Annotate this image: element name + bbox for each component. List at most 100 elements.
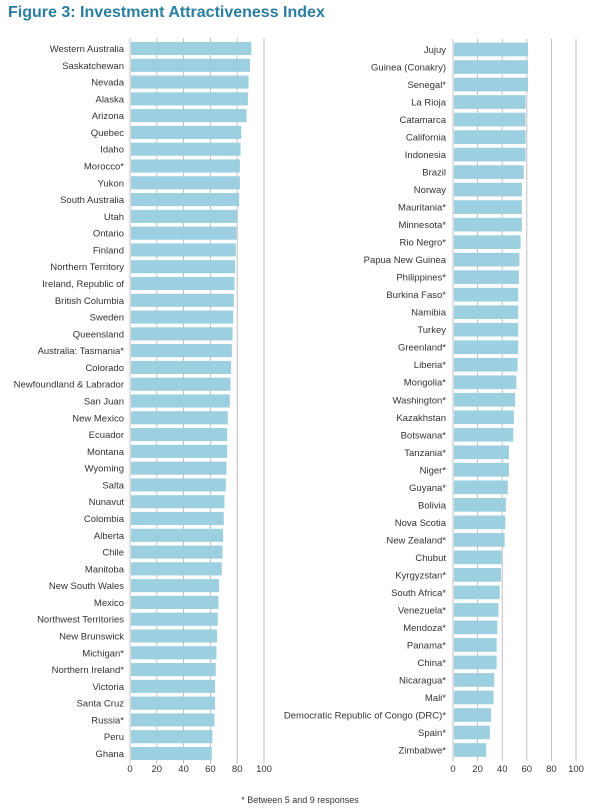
category-label: Guyana* bbox=[409, 483, 446, 494]
bar bbox=[131, 125, 242, 139]
category-label: Brazil bbox=[422, 168, 446, 179]
bar bbox=[131, 595, 219, 609]
bar bbox=[131, 528, 224, 542]
chart-title: Figure 3: Investment Attractiveness Inde… bbox=[8, 4, 325, 21]
bar bbox=[131, 646, 217, 660]
bar bbox=[131, 612, 218, 626]
category-label: Manitoba bbox=[85, 564, 125, 575]
bar bbox=[454, 42, 529, 57]
bar bbox=[131, 327, 233, 341]
tick-label: 80 bbox=[232, 764, 243, 775]
category-label: Sweden bbox=[90, 313, 124, 324]
bar bbox=[131, 478, 226, 492]
bar bbox=[454, 445, 509, 460]
bar bbox=[454, 130, 526, 144]
category-label: San Juan bbox=[84, 397, 124, 408]
category-label: Chubut bbox=[415, 553, 446, 564]
bar bbox=[131, 75, 249, 89]
bar bbox=[454, 357, 518, 372]
tick-label: 0 bbox=[127, 764, 132, 775]
bar bbox=[131, 545, 223, 559]
bar bbox=[131, 746, 212, 761]
tick-label: 80 bbox=[546, 764, 557, 775]
bar bbox=[454, 462, 509, 477]
category-label: Botswana* bbox=[401, 430, 447, 441]
bar bbox=[454, 655, 497, 670]
category-label: Democratic Republic of Congo (DRC)* bbox=[284, 710, 446, 721]
tick-label: 20 bbox=[472, 764, 483, 775]
bar bbox=[131, 193, 240, 207]
category-label: Colorado bbox=[85, 363, 124, 374]
category-label: Australia: Tasmania* bbox=[38, 346, 125, 357]
bar bbox=[131, 243, 236, 257]
bar bbox=[454, 60, 529, 74]
category-label: Nevada bbox=[91, 78, 124, 89]
category-label: Idaho bbox=[100, 145, 124, 156]
bar bbox=[131, 344, 232, 358]
category-label: Kazakhstan bbox=[396, 413, 446, 424]
category-label: Finland bbox=[93, 245, 124, 256]
bar bbox=[454, 147, 526, 162]
category-label: Colombia bbox=[84, 514, 125, 525]
bar bbox=[454, 252, 520, 267]
bar bbox=[454, 235, 521, 249]
bar bbox=[131, 679, 216, 693]
bar bbox=[131, 495, 225, 509]
category-label: Mexico bbox=[94, 598, 124, 609]
bar bbox=[454, 568, 501, 582]
bar bbox=[131, 310, 234, 324]
category-label: Panama* bbox=[407, 640, 446, 651]
category-label: South Africa* bbox=[391, 588, 446, 599]
bar bbox=[454, 77, 529, 92]
category-label: Venezuela* bbox=[398, 605, 446, 616]
category-label: Greenland* bbox=[398, 343, 446, 354]
bar bbox=[131, 360, 232, 374]
bar bbox=[454, 708, 492, 722]
chart-panel-1: Western Australia Saskatchewan Nevada Alask… bbox=[14, 38, 272, 775]
bar bbox=[131, 293, 234, 307]
bar bbox=[131, 260, 236, 274]
tick-label: 40 bbox=[178, 764, 189, 775]
tick-label: 40 bbox=[497, 764, 508, 775]
category-label: Niger* bbox=[420, 465, 447, 476]
category-label: Turkey bbox=[417, 325, 446, 336]
category-label: Ireland, Republic of bbox=[42, 279, 124, 290]
category-label: Morocco* bbox=[84, 162, 124, 173]
bar bbox=[454, 112, 526, 127]
category-label: Ecuador bbox=[89, 430, 124, 441]
tick-label: 60 bbox=[522, 764, 533, 775]
tick-label: 60 bbox=[205, 764, 216, 775]
category-label: California bbox=[406, 133, 447, 144]
category-label: Spain* bbox=[418, 728, 446, 739]
category-label: Philippines* bbox=[396, 273, 446, 284]
bar bbox=[131, 276, 235, 291]
category-label: Utah bbox=[104, 212, 124, 223]
category-label: Tanzania* bbox=[404, 448, 446, 459]
bar bbox=[454, 270, 519, 284]
bar bbox=[454, 603, 499, 617]
category-label: Arizona bbox=[92, 111, 125, 122]
tick-label: 20 bbox=[152, 764, 163, 775]
bar bbox=[454, 725, 490, 740]
category-label: Victoria bbox=[92, 682, 124, 693]
category-label: Bolivia bbox=[418, 500, 447, 511]
bar bbox=[454, 690, 494, 705]
bar bbox=[131, 629, 218, 643]
category-label: Ontario bbox=[93, 229, 124, 240]
bar bbox=[131, 41, 252, 56]
bar bbox=[131, 428, 228, 442]
category-label: Indonesia bbox=[405, 150, 447, 161]
bar bbox=[454, 638, 497, 652]
category-label: New South Wales bbox=[49, 581, 124, 592]
category-label: Peru bbox=[104, 732, 124, 743]
bar bbox=[131, 562, 222, 576]
category-label: Liberia* bbox=[414, 360, 447, 371]
tick-label: 100 bbox=[256, 764, 272, 775]
bar bbox=[454, 497, 506, 512]
bar bbox=[131, 663, 216, 677]
bar bbox=[454, 340, 519, 355]
bar bbox=[131, 58, 250, 72]
bar bbox=[131, 142, 241, 156]
tick-label: 100 bbox=[568, 764, 584, 775]
